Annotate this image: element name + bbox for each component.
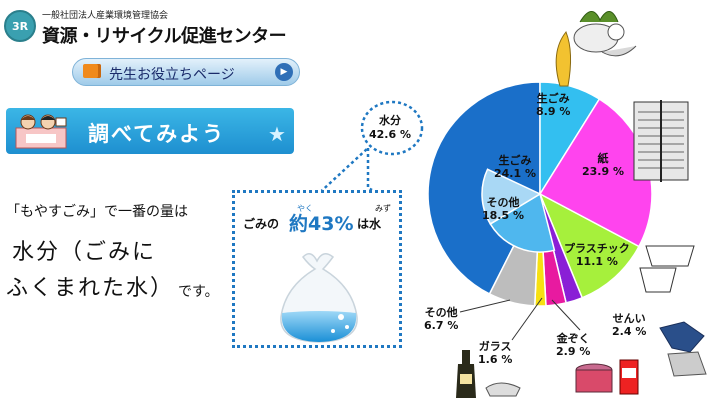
kids-illustration-icon [15,114,67,149]
label-plastic: プラスチック 11.1 % [564,242,630,268]
label-paper-value: 23.9 % [582,165,624,178]
water-line-2: ふくまれた水） [6,276,175,301]
label-other-name: その他 [424,306,458,319]
logo-text: 3R [11,19,29,33]
water-bubble-value: 42.6 % [369,128,411,141]
pie-slice-3 [538,192,640,299]
cans-icon [575,359,639,395]
label-namagomi-name: 生ごみ [536,92,570,105]
label-inner-namagomi: 生ごみ 24.1 % [494,154,536,180]
water-line-1: 水分（ごみに [12,240,157,265]
label-glass-value: 1.6 % [478,353,513,366]
newspaper-icon [633,100,689,182]
label-namagomi: 生ごみ 8.9 % [536,92,570,118]
org-name: 資源・リサイクル促進センター [42,26,287,47]
label-fiber-value: 2.4 % [612,325,647,338]
section-banner: 調べてみよう ★ [6,108,294,154]
label-namagomi-value: 8.9 % [536,105,571,118]
callout-mizu-ruby: みず [375,204,391,213]
callout-gomi-no: ごみの [243,217,280,231]
label-metal: 金ぞく 2.9 % [556,332,590,358]
callout-yaku-ruby: やく [297,204,313,213]
label-glass: ガラス 1.6 % [478,340,512,366]
water-callout: ごみの やく 約43% みず は水 [232,190,402,348]
water-bubble-name: 水分 [379,114,401,127]
desu-text: です。 [178,284,219,300]
label-inner-other-value: 18.5 % [482,209,524,222]
label-metal-name: 金ぞく [556,332,590,345]
label-inner-namagomi-name: 生ごみ [498,154,532,167]
label-inner-other: その他 18.5 % [482,196,524,222]
logo-3r: 3R [4,10,36,42]
label-fiber-name: せんい [612,312,646,325]
vegetables-icon [555,11,637,87]
label-inner-other-name: その他 [486,196,520,209]
label-metal-value: 2.9 % [556,345,591,358]
label-fiber: せんい 2.4 % [612,312,646,338]
callout-ha-mizu: は水 [357,217,382,231]
label-plastic-name: プラスチック [564,242,630,255]
book-icon [83,64,101,78]
speech-bubble [315,100,424,197]
label-inner-namagomi-value: 24.1 % [494,167,536,180]
label-paper-name: 紙 [597,152,609,165]
play-icon: ▶ [275,63,293,81]
trash-bag-icon [280,253,358,343]
teacher-page-button[interactable]: 先生お役立ちページ ▶ [72,58,300,86]
pie-inner-slice-1 [481,168,542,225]
org-subtitle: 一般社団法人産業環境管理協会 [42,11,169,21]
label-paper: 紙 23.9 % [582,152,624,178]
moyasu-line: 「もやすごみ」で一番の量は [6,204,188,220]
banner-title: 調べてみよう [88,122,226,146]
label-plastic-value: 11.1 % [575,255,618,268]
leader-lines [459,297,581,341]
waste-pie-chart [427,81,653,307]
teacher-page-label: 先生お役立ちページ [109,67,235,83]
bottle-icon [456,350,521,398]
label-glass-name: ガラス [478,340,512,353]
label-other-value: 6.7 % [424,319,459,332]
water-bubble-label: 水分 42.6 % [366,114,414,142]
pie-inner-slice-0 [489,192,556,253]
clothes-icon [659,321,707,377]
plastic-tray-icon [639,245,695,293]
label-other: その他 6.7 % [424,306,458,332]
star-icon: ★ [268,122,286,146]
callout-percent: 約43% [289,213,354,235]
